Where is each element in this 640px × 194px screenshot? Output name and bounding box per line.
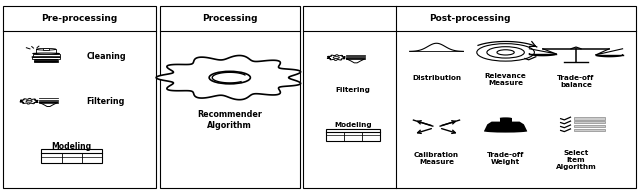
Text: Calibration
Measure: Calibration Measure: [414, 152, 459, 165]
Ellipse shape: [36, 48, 56, 50]
Polygon shape: [20, 98, 38, 104]
Text: Trade-off
Weight: Trade-off Weight: [487, 152, 524, 165]
Polygon shape: [327, 55, 346, 60]
Text: Modeling: Modeling: [52, 142, 92, 151]
Polygon shape: [484, 122, 527, 131]
Bar: [35, 60, 58, 62]
Bar: [303, 6, 636, 188]
Bar: [32, 57, 60, 59]
Circle shape: [209, 71, 250, 84]
Text: Processing: Processing: [202, 14, 257, 23]
Bar: [41, 149, 102, 163]
Circle shape: [487, 47, 524, 58]
Bar: [160, 6, 300, 188]
Circle shape: [497, 50, 515, 55]
Ellipse shape: [35, 61, 58, 62]
Circle shape: [26, 100, 32, 102]
Bar: [36, 49, 56, 54]
Text: Filtering: Filtering: [336, 87, 371, 93]
Text: Filtering: Filtering: [86, 97, 125, 106]
Bar: [575, 129, 605, 131]
Polygon shape: [156, 55, 301, 100]
Bar: [575, 125, 605, 127]
Bar: [3, 6, 156, 188]
Ellipse shape: [500, 117, 511, 119]
Text: Trade-off
balance: Trade-off balance: [557, 75, 595, 88]
Text: Modeling: Modeling: [335, 122, 372, 128]
Text: Post-processing: Post-processing: [429, 14, 511, 23]
Bar: [326, 129, 380, 141]
Text: Relevance
Measure: Relevance Measure: [484, 73, 527, 86]
Text: Pre-processing: Pre-processing: [41, 14, 118, 23]
Ellipse shape: [35, 59, 58, 60]
Bar: [43, 48, 49, 50]
Bar: [500, 118, 511, 122]
Bar: [575, 121, 605, 123]
Circle shape: [477, 44, 534, 61]
Text: Select
Item
Algorithm: Select Item Algorithm: [556, 150, 596, 170]
Bar: [33, 54, 60, 57]
Circle shape: [333, 57, 339, 59]
Ellipse shape: [484, 130, 527, 133]
Text: Cleaning: Cleaning: [86, 52, 126, 61]
Ellipse shape: [33, 53, 60, 54]
Bar: [575, 117, 605, 120]
Text: Distribution: Distribution: [412, 75, 461, 81]
Text: Recommender
Algorithm: Recommender Algorithm: [197, 110, 262, 130]
